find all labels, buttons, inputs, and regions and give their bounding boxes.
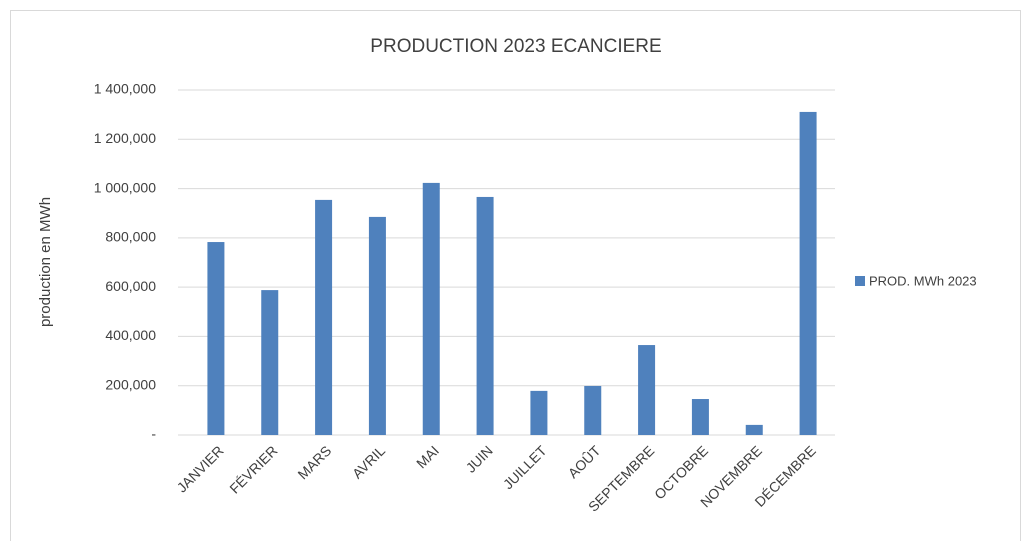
legend-label: PROD. MWh 2023 (869, 273, 977, 288)
bar (207, 242, 225, 435)
bar (261, 290, 279, 435)
y-tick-label: 1 400,000 (94, 81, 156, 97)
bar (745, 424, 763, 435)
y-tick-label: 200,000 (105, 376, 156, 392)
bar (530, 390, 548, 435)
bar (315, 199, 333, 435)
legend-swatch (855, 276, 865, 286)
y-tick-label: 800,000 (105, 229, 156, 245)
bar (422, 182, 440, 435)
y-tick-label: 1 000,000 (94, 179, 156, 195)
y-tick-label: 600,000 (105, 278, 156, 294)
chart-title: PRODUCTION 2023 ECANCIERE (370, 36, 661, 57)
bar (638, 345, 656, 435)
bar (584, 385, 602, 435)
bar (368, 216, 386, 435)
bar (691, 399, 709, 435)
y-tick-label: 1 200,000 (94, 130, 156, 146)
chart-border (10, 10, 1021, 546)
y-axis-label: production en MWh (37, 197, 54, 327)
bar (476, 196, 494, 435)
y-tick-label: 400,000 (105, 327, 156, 343)
bar (799, 111, 817, 436)
y-tick-label: - (151, 426, 156, 442)
